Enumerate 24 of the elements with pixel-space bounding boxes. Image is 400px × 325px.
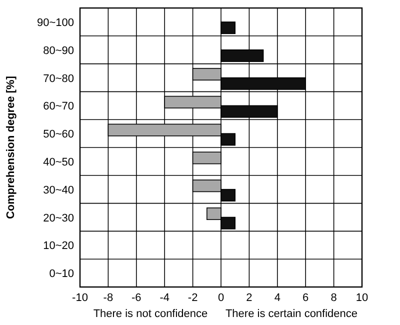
y-tick-label: 30~40 bbox=[43, 184, 74, 196]
y-tick-label: 80~90 bbox=[43, 44, 74, 57]
x-tick-label: 2 bbox=[246, 292, 252, 304]
x-tick-label: 8 bbox=[330, 292, 337, 304]
x-tick-label: 4 bbox=[274, 292, 280, 304]
text: There is certain confidence bbox=[225, 308, 358, 320]
x-tick-label: 0 bbox=[218, 292, 224, 304]
text: There is not confidence bbox=[93, 308, 208, 320]
x-tick-label: 6 bbox=[302, 292, 309, 304]
x-tick-label: -10 bbox=[72, 292, 88, 304]
x-tick-label: -6 bbox=[132, 292, 142, 304]
y-tick-label: 0~10 bbox=[49, 268, 74, 280]
y-tick-label: 70~80 bbox=[43, 72, 74, 85]
y-tick-label: 50~60 bbox=[43, 128, 74, 141]
x-tick-label: 10 bbox=[356, 292, 368, 304]
y-tick-label: 90~100 bbox=[36, 16, 74, 29]
x-tick-label: -2 bbox=[188, 292, 198, 304]
y-tick-label: 40~50 bbox=[43, 156, 74, 168]
x-tick-label: -8 bbox=[103, 292, 114, 304]
x-tick-label: -4 bbox=[160, 292, 170, 304]
y-tick-label: 20~30 bbox=[43, 212, 74, 224]
y-axis-title: Comprehension degree [%] bbox=[5, 76, 17, 220]
y-tick-label: 10~20 bbox=[43, 240, 74, 252]
y-tick-label: 60~70 bbox=[43, 100, 74, 113]
